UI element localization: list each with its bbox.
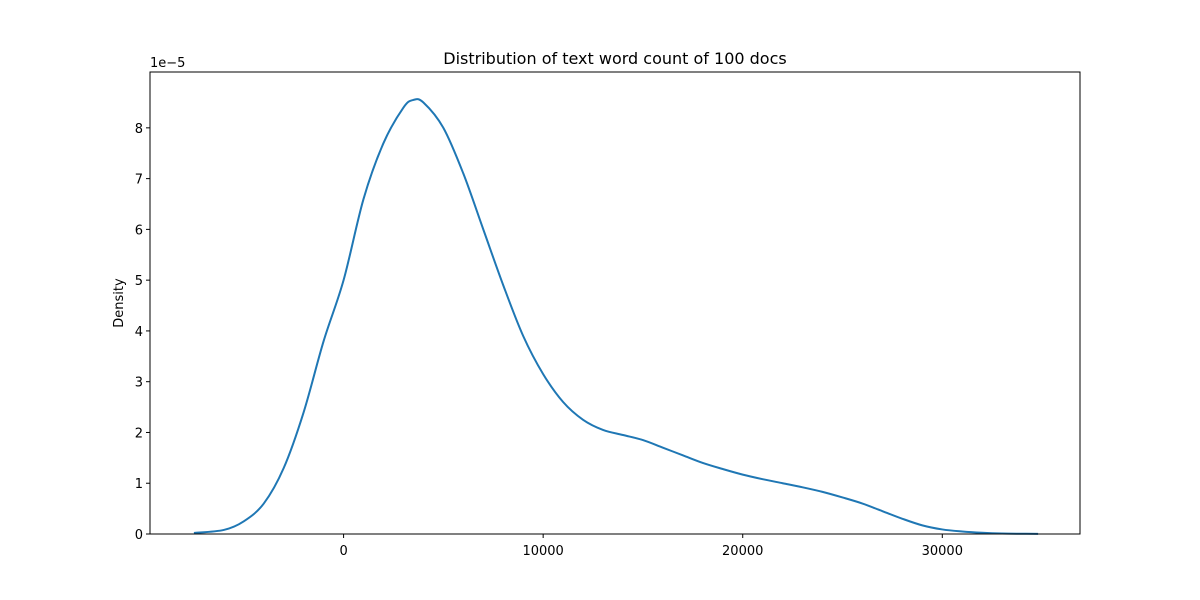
y-axis-label: Density [112, 278, 127, 328]
density-curve [193, 98, 1039, 535]
y-tick-label: 1 [135, 477, 143, 492]
y-tick-label: 0 [135, 528, 143, 543]
y-tick-label: 3 [135, 376, 143, 391]
y-axis-scale-note: 1e−5 [150, 56, 185, 71]
x-tick-label: 20000 [722, 544, 763, 559]
y-tick-label: 7 [135, 173, 143, 188]
y-tick-label: 8 [135, 122, 143, 137]
y-tick-label: 6 [135, 223, 143, 238]
x-tick-label: 0 [339, 544, 347, 559]
x-tick-label: 30000 [922, 544, 963, 559]
x-tick-label: 10000 [522, 544, 563, 559]
plot-frame [149, 71, 1081, 535]
y-tick-label: 4 [135, 325, 143, 340]
chart-title: Distribution of text word count of 100 d… [443, 49, 786, 68]
y-tick-label: 5 [135, 274, 143, 289]
y-tick-label: 2 [135, 426, 143, 441]
